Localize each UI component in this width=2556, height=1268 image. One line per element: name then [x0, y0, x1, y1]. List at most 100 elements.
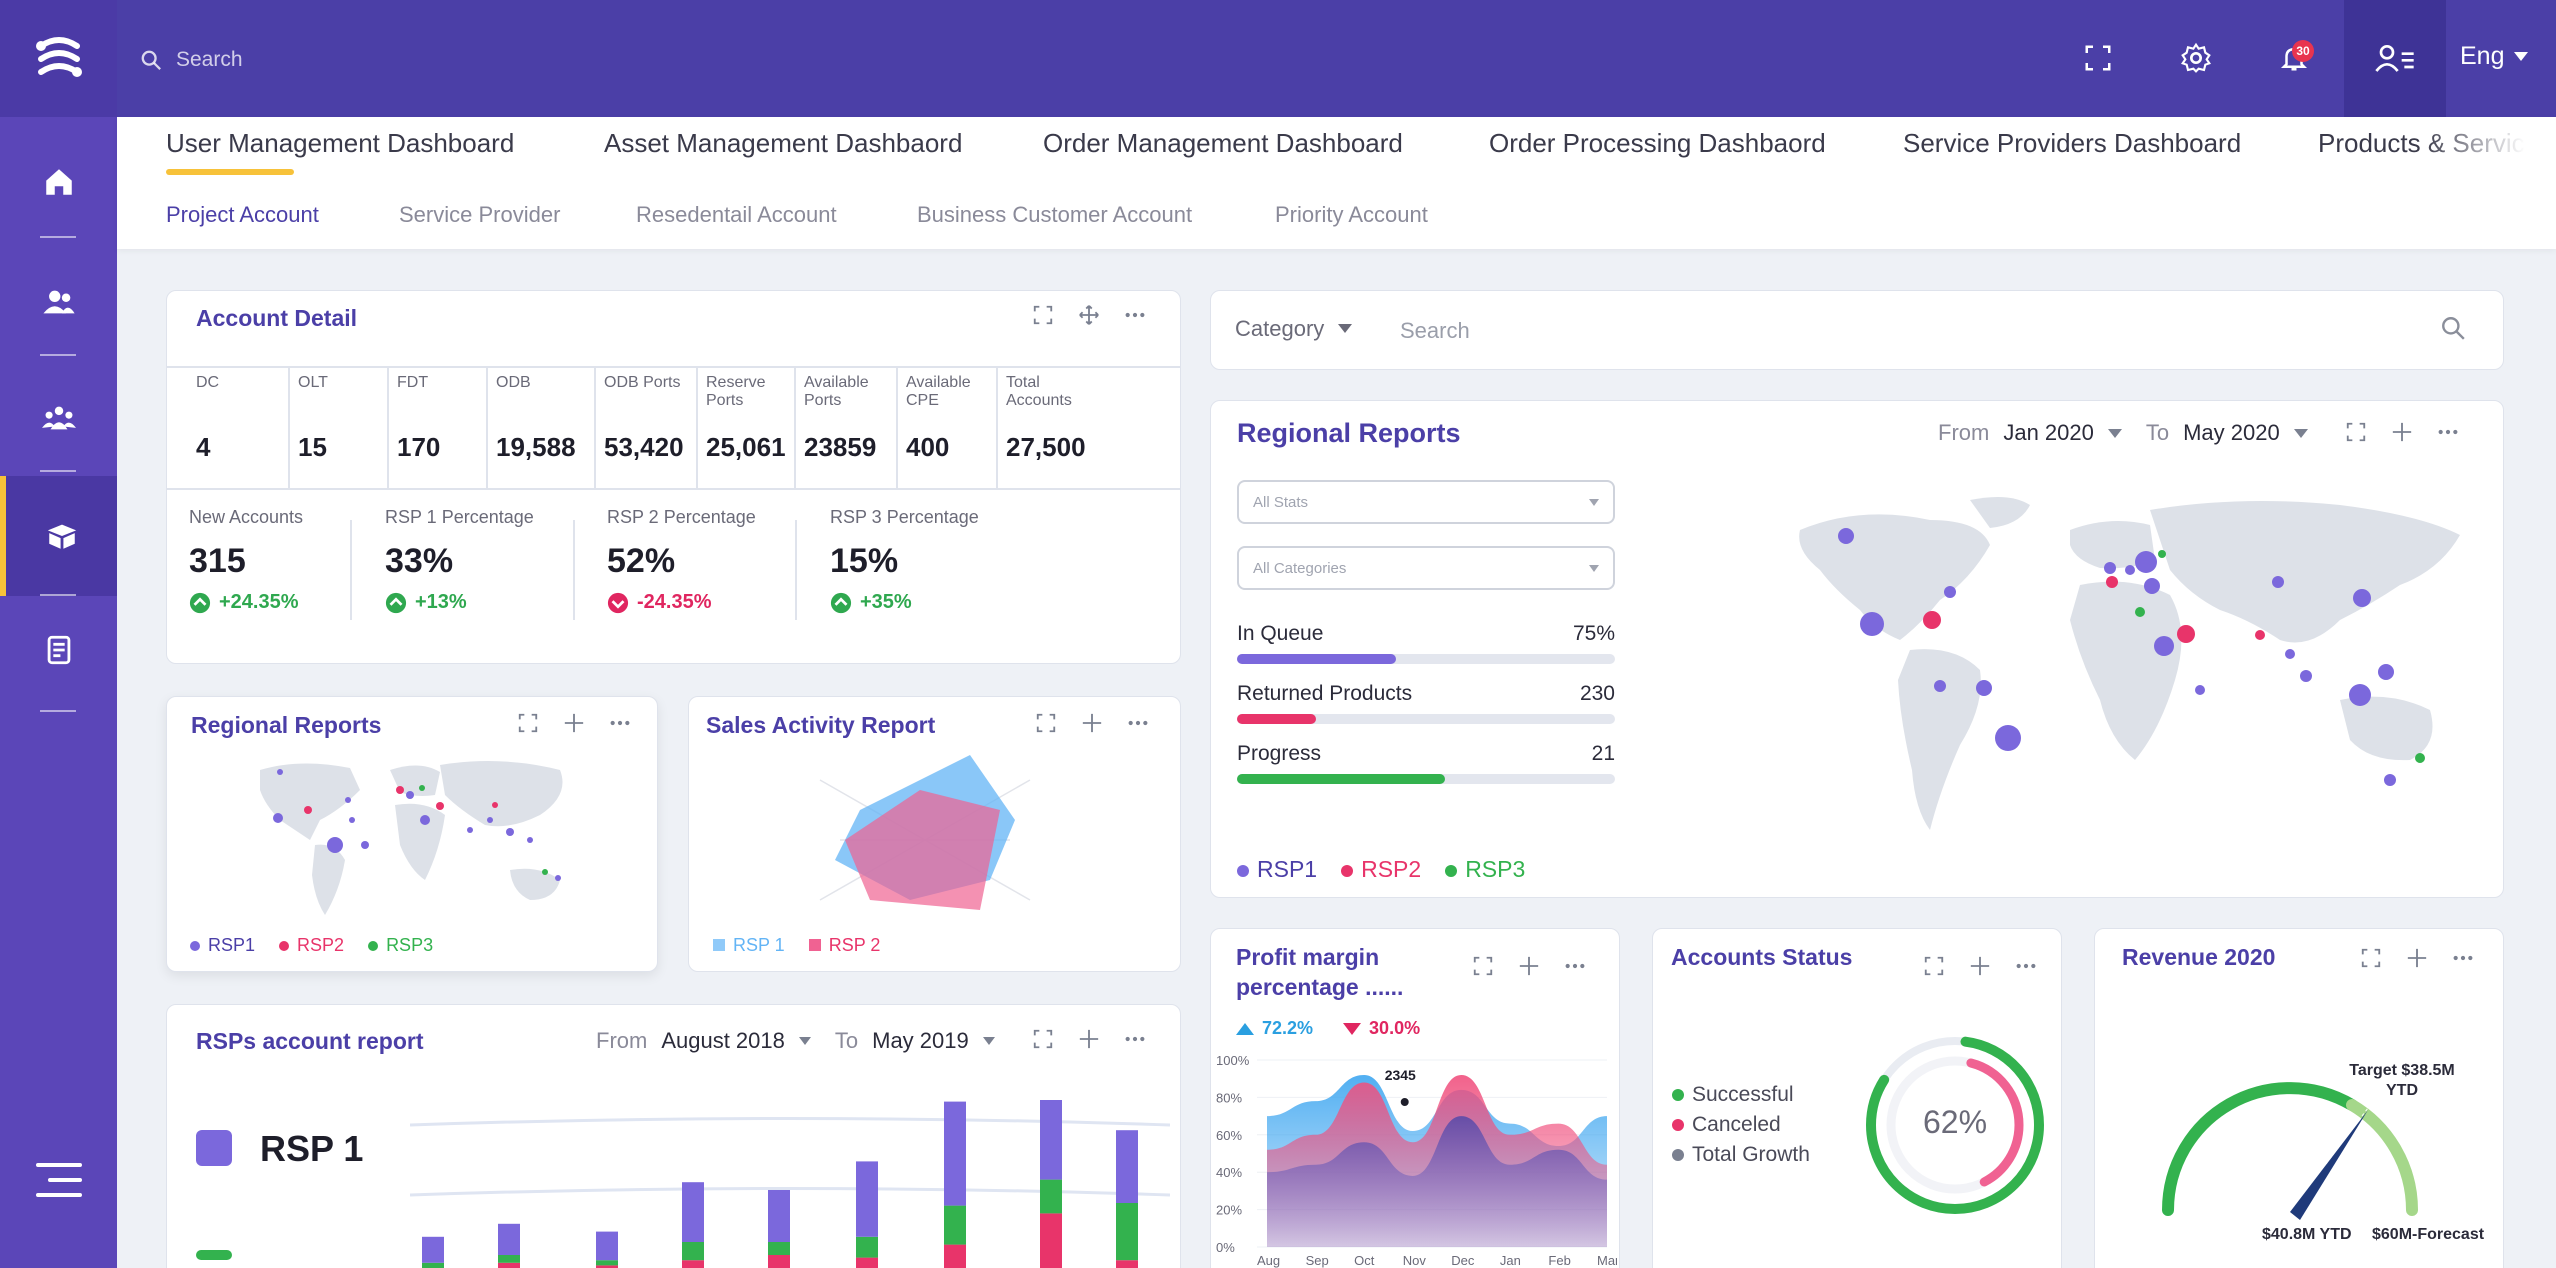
bar-segment-rsp3 — [1116, 1203, 1138, 1261]
from-date-select[interactable]: Jan 2020 — [2003, 420, 2094, 445]
expand-button[interactable] — [1030, 302, 1056, 328]
bar-segment-rsp2 — [596, 1265, 618, 1268]
bar-segment-rsp2 — [768, 1255, 790, 1268]
legend-canceled: Canceled — [1672, 1110, 1810, 1140]
filter-search-button[interactable] — [2440, 315, 2466, 346]
profit-area-chart: 100% 80% 60% 40% 20% 0% Aug Sep Oct Nov Dec Jan Feb M… — [1216, 1053, 1617, 1268]
bar-segment-rsp2 — [856, 1257, 878, 1268]
revenue-tools — [2358, 945, 2476, 971]
filter-search-input[interactable]: Search — [1400, 318, 1470, 343]
move-button[interactable] — [561, 710, 587, 736]
from-date-select[interactable]: August 2018 — [661, 1028, 785, 1053]
arrow-down-circle-icon — [607, 592, 629, 613]
category-select[interactable]: Category — [1235, 316, 1353, 342]
fullscreen-button[interactable] — [2076, 36, 2120, 80]
global-search[interactable]: Search — [140, 42, 243, 78]
rsps-stacked-bar-chart — [410, 1100, 1170, 1268]
more-button[interactable] — [607, 710, 633, 736]
move-button[interactable] — [2404, 945, 2430, 971]
expand-icon — [2346, 422, 2366, 442]
sidebar-item-home[interactable] — [0, 122, 117, 242]
progress-value: 21 — [1591, 742, 1615, 765]
more-button[interactable] — [2450, 945, 2476, 971]
tab-service-providers[interactable]: Service Providers Dashboard — [1903, 128, 2242, 158]
more-button[interactable] — [2013, 953, 2039, 979]
expand-icon — [2361, 948, 2381, 968]
more-button[interactable] — [1122, 302, 1148, 328]
progress-track — [1237, 654, 1615, 664]
expand-icon — [1924, 956, 1944, 976]
more-icon — [610, 720, 630, 726]
expand-button[interactable] — [1030, 1026, 1056, 1052]
tab-user-management[interactable]: User Management Dashboard — [166, 128, 515, 158]
settings-button[interactable] — [2174, 36, 2218, 80]
expand-button[interactable] — [1470, 953, 1496, 979]
map-marker-rsp1 — [345, 797, 351, 803]
summary-new-accounts: New Accounts 315 +24.35% — [189, 507, 303, 614]
legend-successful: Successful — [1672, 1080, 1810, 1110]
rsps-account-report-card — [166, 1004, 1181, 1268]
x-tick-label: Feb — [1548, 1253, 1570, 1268]
more-button[interactable] — [2435, 419, 2461, 445]
language-selector[interactable]: Eng — [2460, 42, 2529, 71]
more-icon — [2453, 955, 2473, 961]
area-series-3 — [1267, 1116, 1607, 1247]
to-date-select[interactable]: May 2020 — [2183, 420, 2280, 445]
move-button[interactable] — [2389, 419, 2415, 445]
move-button[interactable] — [1967, 953, 1993, 979]
user-menu-button[interactable] — [2344, 0, 2446, 117]
move-button[interactable] — [1516, 953, 1542, 979]
expand-button[interactable] — [515, 710, 541, 736]
to-date-select[interactable]: May 2019 — [872, 1028, 969, 1053]
menu-toggle-button[interactable] — [36, 1162, 82, 1203]
gauge-needle — [2290, 1110, 2368, 1220]
summary-rsp2-percentage: RSP 2 Percentage 52% -24.35% — [607, 507, 756, 614]
more-button[interactable] — [1122, 1026, 1148, 1052]
bar-segment-rsp3 — [768, 1242, 790, 1255]
progress-label: Progress — [1237, 742, 1322, 765]
expand-button[interactable] — [2343, 419, 2369, 445]
subtab-priority-account[interactable]: Priority Account — [1275, 202, 1428, 227]
tab-products-services[interactable]: Products & Servic — [2318, 128, 2525, 158]
summary-value: 315 — [189, 542, 246, 580]
more-button[interactable] — [1125, 710, 1151, 736]
accounts-status-tools — [1921, 953, 2039, 979]
stat-value: 15 — [298, 432, 327, 462]
tab-order-management[interactable]: Order Management Dashboard — [1043, 128, 1403, 158]
regional-date-range: From Jan 2020 To May 2020 — [1938, 420, 2308, 446]
from-label: From — [1938, 420, 1990, 445]
app-logo[interactable] — [0, 0, 117, 117]
subtab-residential-account[interactable]: Resedentail Account — [636, 202, 837, 227]
expand-button[interactable] — [1921, 953, 1947, 979]
subtab-business-customer-account[interactable]: Business Customer Account — [917, 202, 1193, 227]
more-button[interactable] — [1562, 953, 1588, 979]
subtab-service-provider[interactable]: Service Provider — [399, 202, 561, 227]
expand-button[interactable] — [1033, 710, 1059, 736]
sidebar-divider — [40, 470, 76, 472]
fullscreen-icon — [2085, 45, 2111, 71]
account-detail-card — [166, 290, 1181, 664]
search-icon — [2442, 317, 2465, 340]
y-tick-label: 100% — [1216, 1053, 1250, 1068]
y-tick-label: 0% — [1216, 1240, 1235, 1255]
map-marker-rsp1 — [1976, 680, 1992, 696]
all-stats-select[interactable]: All Stats — [1237, 480, 1615, 524]
move-button[interactable] — [1079, 710, 1105, 736]
move-button[interactable] — [1076, 302, 1102, 328]
caret-down-icon — [982, 1037, 995, 1045]
sidebar-item-groups[interactable] — [0, 358, 117, 478]
notifications-button[interactable]: 30 — [2272, 36, 2316, 80]
category-label: Category — [1235, 316, 1325, 341]
sidebar-item-document[interactable] — [0, 590, 117, 710]
sidebar-item-users[interactable] — [0, 242, 117, 362]
tab-order-processing[interactable]: Order Processing Dashbaord — [1489, 128, 1826, 158]
caret-down-icon — [1589, 498, 1599, 506]
expand-button[interactable] — [2358, 945, 2384, 971]
sidebar-item-box[interactable] — [0, 476, 117, 596]
move-button[interactable] — [1076, 1026, 1102, 1052]
revenue-forecast: $60M-Forecast — [2372, 1226, 2485, 1243]
subtab-project-account[interactable]: Project Account — [166, 202, 319, 227]
tab-asset-management[interactable]: Asset Management Dashbaord — [604, 128, 963, 158]
summary-label: RSP 1 Percentage — [385, 507, 534, 527]
all-categories-select[interactable]: All Categories — [1237, 546, 1615, 590]
